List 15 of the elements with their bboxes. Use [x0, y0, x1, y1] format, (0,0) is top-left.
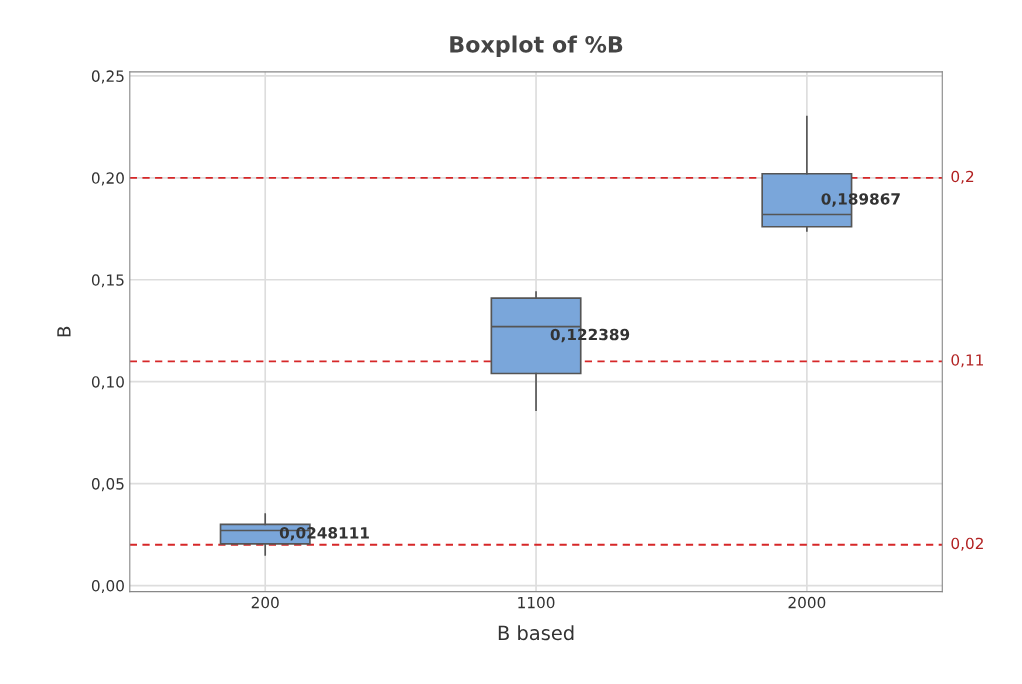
y-tick-label: 0,00: [91, 580, 124, 594]
x-tick-label: 2000: [788, 596, 826, 609]
y-tick-label: 0,20: [91, 172, 124, 186]
chart-title: Boxplot of %B: [450, 35, 623, 57]
y-tick-label: 0,05: [91, 478, 124, 492]
ref-line-label: 0,02: [951, 537, 983, 551]
y-axis-title: B: [57, 326, 71, 337]
x-tick-label: 1100: [518, 596, 555, 609]
x-axis-title: B based: [498, 625, 574, 641]
x-tick-label: 200: [251, 596, 279, 609]
ref-line-label: 0,11: [951, 354, 984, 368]
y-tick-label: 0,15: [91, 274, 124, 288]
y-tick-label: 0,25: [91, 70, 124, 84]
y-tick-label: 0,10: [91, 376, 124, 390]
ref-line-label: 0,2: [951, 170, 974, 184]
